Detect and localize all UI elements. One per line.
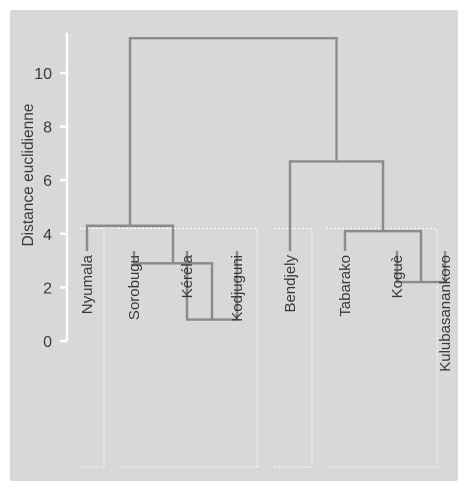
leaf-label-tabarako: Tabarako xyxy=(337,255,354,317)
y-tick-label-2: 2 xyxy=(43,280,52,297)
leaf-label-k-r-la: Kéréla xyxy=(179,254,196,298)
group-boxes xyxy=(80,227,438,468)
leaf-label-bendjely: Bendjely xyxy=(282,255,299,313)
leaf-label-sorobugu: Sorobugu xyxy=(126,255,143,320)
y-tick-label-6: 6 xyxy=(43,173,52,190)
y-axis: 0 2 4 6 8 10 xyxy=(34,32,69,351)
leaf-label-kodjuguni: Kodjuguni xyxy=(229,255,246,322)
branch-7 xyxy=(128,36,338,226)
y-tick-label-4: 4 xyxy=(43,227,52,244)
y-tick-label-10: 10 xyxy=(34,66,52,83)
leaf-label-kulubasanankoro: Kulubasanankoro xyxy=(437,255,454,372)
leaf-label-nyumala: Nyumala xyxy=(79,254,96,314)
plot-panel xyxy=(10,10,458,481)
group-box-4 xyxy=(326,227,438,468)
y-ticks: 0 2 4 6 8 10 xyxy=(34,66,67,351)
group-box-2 xyxy=(118,227,258,468)
leaf-label-kogu-: Koguè xyxy=(389,255,406,298)
leaf-labels: Nyumala Sorobugu Kéréla Kodjuguni Bendjely Ta… xyxy=(79,254,454,371)
y-tick-label-8: 8 xyxy=(43,120,52,137)
dendrogram-branches xyxy=(85,36,447,321)
y-axis-label: Distance euclidienne xyxy=(20,103,37,246)
y-tick-label-0: 0 xyxy=(43,334,52,351)
group-box-1 xyxy=(80,227,105,468)
group-box-3 xyxy=(274,227,313,468)
